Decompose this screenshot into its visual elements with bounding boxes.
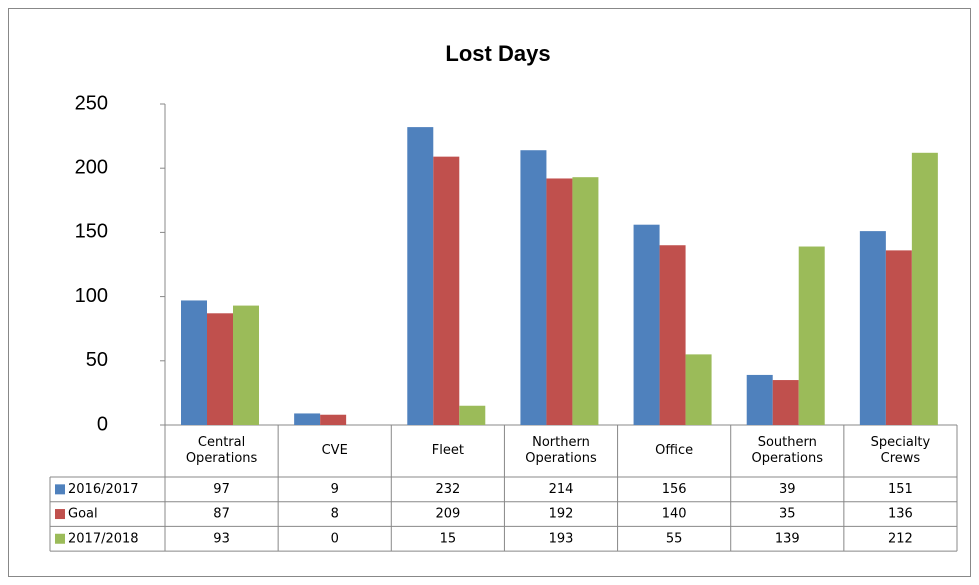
data-label: 39 bbox=[779, 482, 796, 497]
y-tick-label: 50 bbox=[86, 349, 108, 371]
legend-label: Goal bbox=[68, 507, 98, 522]
x-tick-label: Fleet bbox=[431, 443, 464, 458]
bar bbox=[207, 313, 233, 425]
bar bbox=[520, 150, 547, 425]
y-tick-label: 200 bbox=[75, 156, 108, 178]
category-label-box: Specialty Crews bbox=[870, 435, 931, 466]
y-tick-label: 0 bbox=[97, 413, 108, 435]
x-tick-label: Specialty Crews bbox=[870, 435, 931, 466]
bar bbox=[294, 413, 321, 425]
data-label: 93 bbox=[213, 531, 230, 546]
data-label: 193 bbox=[549, 531, 574, 546]
data-label: 136 bbox=[888, 507, 913, 522]
data-label: 55 bbox=[666, 531, 683, 546]
category-label-box: Central Operations bbox=[185, 435, 258, 466]
category-label-box: Fleet bbox=[431, 443, 464, 458]
x-tick-label: Northern Operations bbox=[525, 435, 597, 466]
bar bbox=[685, 354, 712, 425]
data-label: 9 bbox=[331, 482, 339, 497]
y-tick-label: 100 bbox=[75, 285, 108, 307]
bar bbox=[181, 300, 207, 425]
bar bbox=[233, 305, 259, 425]
data-label: 139 bbox=[775, 531, 800, 546]
data-label: 151 bbox=[888, 482, 913, 497]
bar bbox=[798, 246, 825, 425]
data-label: 15 bbox=[440, 531, 457, 546]
legend-key bbox=[55, 509, 65, 520]
bar bbox=[659, 245, 686, 425]
legend-key bbox=[55, 533, 65, 544]
bar bbox=[746, 374, 773, 425]
bar bbox=[885, 250, 912, 425]
x-tick-label: Office bbox=[655, 443, 694, 458]
bar bbox=[633, 224, 660, 425]
category-label-box: Southern Operations bbox=[751, 435, 823, 466]
data-label: 8 bbox=[331, 507, 339, 522]
chart-title: Lost Days bbox=[445, 41, 550, 66]
legend-label: 2016/2017 bbox=[68, 482, 139, 497]
y-tick-label: 150 bbox=[75, 221, 108, 243]
bar bbox=[572, 177, 599, 425]
legend-key bbox=[55, 484, 65, 495]
data-label: 140 bbox=[662, 507, 687, 522]
data-label: 156 bbox=[662, 482, 687, 497]
data-label: 232 bbox=[435, 482, 460, 497]
bar bbox=[546, 178, 573, 425]
category-label-box: CVE bbox=[321, 443, 348, 458]
category-label-box: Northern Operations bbox=[525, 435, 597, 466]
data-label: 209 bbox=[435, 507, 460, 522]
x-tick-label: Southern Operations bbox=[751, 435, 823, 466]
x-tick-label: CVE bbox=[321, 443, 348, 458]
bar bbox=[433, 156, 460, 426]
legend-label: 2017/2018 bbox=[68, 531, 139, 546]
data-label: 192 bbox=[549, 507, 574, 522]
chart-border bbox=[8, 8, 971, 577]
data-label: 97 bbox=[213, 482, 230, 497]
bar bbox=[859, 231, 886, 425]
data-label: 0 bbox=[331, 531, 339, 546]
category-label-box: Office bbox=[655, 443, 694, 458]
data-label: 35 bbox=[779, 507, 796, 522]
bar bbox=[911, 152, 938, 426]
bar bbox=[772, 380, 799, 425]
data-label: 214 bbox=[549, 482, 574, 497]
y-tick-label: 250 bbox=[75, 92, 108, 114]
bar bbox=[407, 127, 434, 425]
data-label: 87 bbox=[213, 507, 230, 522]
x-tick-label: Central Operations bbox=[185, 435, 258, 466]
bar bbox=[459, 405, 486, 425]
bar bbox=[320, 414, 347, 425]
data-label: 212 bbox=[888, 531, 913, 546]
